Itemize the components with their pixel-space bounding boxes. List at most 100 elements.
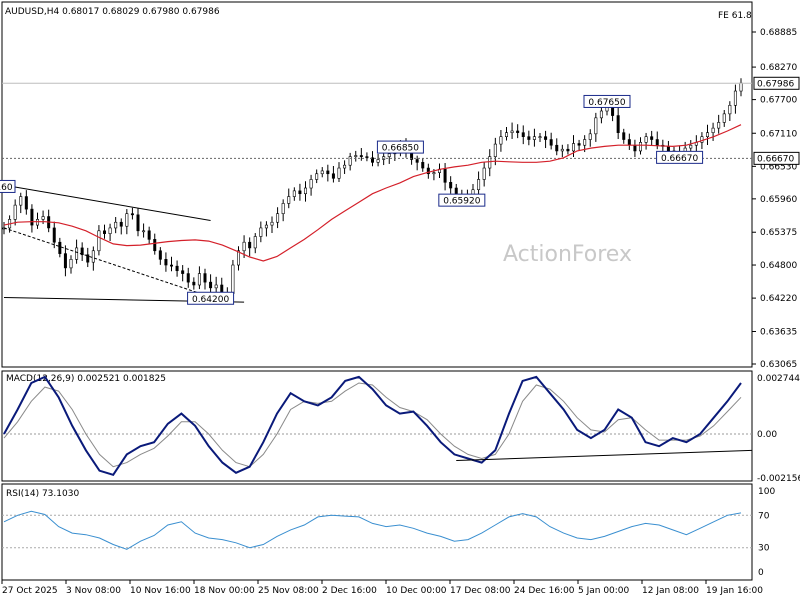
candle: [622, 132, 626, 140]
candle: [521, 132, 525, 137]
level-label: 0.64200: [187, 291, 235, 305]
x-axis-label: 10 Dec 00:00: [386, 586, 447, 596]
candle: [75, 247, 79, 260]
candle: [493, 143, 497, 157]
candle: [638, 142, 642, 152]
candle: [231, 264, 235, 294]
candle: [510, 130, 514, 133]
candle: [516, 130, 520, 133]
candle: [192, 281, 196, 286]
rsi-tick-label: 100: [758, 487, 775, 497]
rsi-tick-label: 30: [758, 544, 770, 554]
candle: [705, 132, 709, 137]
candle: [175, 265, 179, 272]
price-tick-label: 0.64220: [760, 294, 797, 304]
price-badge-text: 0.67986: [757, 79, 794, 89]
level-label-text: 0.67650: [588, 98, 625, 108]
candle: [91, 250, 95, 263]
candle: [348, 156, 352, 166]
candle: [577, 143, 581, 146]
candle: [259, 227, 263, 237]
candle: [24, 196, 28, 210]
candle: [197, 273, 201, 286]
x-axis-label: 19 Jan 16:00: [706, 586, 763, 596]
candle: [354, 155, 358, 157]
candle: [532, 136, 536, 140]
level-label: 0.66670: [656, 150, 704, 164]
candle: [303, 187, 307, 195]
candle: [337, 167, 341, 179]
rsi-title: RSI(14) 73.1030: [6, 489, 79, 499]
candle: [209, 281, 213, 289]
candle: [186, 273, 190, 283]
rsi-tick-label: 70: [758, 511, 770, 521]
candle: [711, 127, 715, 133]
candle: [689, 144, 693, 149]
price-tick-label: 0.67700: [760, 96, 797, 106]
price-tick-label: 0.68885: [760, 28, 797, 38]
candle: [292, 190, 296, 197]
candle: [443, 168, 447, 183]
candle: [499, 136, 503, 145]
price-tick-label: 0.64800: [760, 261, 797, 271]
candle: [270, 221, 274, 226]
candle: [666, 146, 670, 152]
candle: [728, 105, 732, 115]
price-overlays: 0.67650 0.66850 0.65920 0.64200 0.66670 160: [0, 82, 752, 305]
candle: [103, 230, 107, 234]
candle: [119, 221, 123, 227]
x-axis-labels: 27 Oct 2025 3 Nov 08:00 10 Nov 16:00 18 Nov…: [1, 580, 763, 596]
price-tick-label: 0.63065: [760, 360, 797, 370]
candle: [13, 204, 17, 220]
price-badge-text: 0.66670: [757, 154, 794, 164]
candle: [549, 139, 553, 146]
candle: [560, 148, 564, 152]
candle: [717, 122, 721, 129]
candle: [287, 196, 291, 204]
candle: [627, 139, 631, 146]
watermark: ActionForex: [503, 242, 632, 267]
candle: [594, 117, 598, 135]
x-axis-label: 25 Nov 08:00: [258, 586, 319, 596]
level-label-text: 0.64200: [192, 295, 229, 305]
level-label: 0.65920: [438, 193, 486, 207]
candle: [599, 110, 603, 119]
candle: [52, 227, 56, 243]
candle: [700, 136, 704, 143]
candle: [421, 162, 425, 169]
level-label: 0.66850: [376, 140, 424, 154]
candle: [142, 230, 146, 233]
price-badge: [753, 76, 800, 90]
macd-signal-line: [3, 382, 742, 468]
candle: [616, 115, 620, 133]
price-tick-label: 0.67110: [760, 129, 797, 139]
axis-ticks: 0.68885 0.68270 0.67700 0.67110 0.66530 0.659…: [752, 28, 800, 370]
moving-average-line: [3, 124, 742, 262]
candle: [426, 167, 430, 175]
x-axis-label: 10 Nov 16:00: [130, 586, 191, 596]
candle: [387, 153, 391, 157]
macd-tick-label: 0.00: [757, 430, 777, 440]
candle: [136, 214, 140, 232]
candle: [315, 173, 319, 180]
x-axis-label: 27 Oct 2025: [2, 586, 58, 596]
candle: [63, 253, 67, 269]
candle: [432, 172, 436, 175]
candle: [370, 157, 374, 163]
candle: [181, 270, 185, 274]
candle: [331, 173, 335, 179]
macd-tick-label: 0.002744: [757, 374, 800, 384]
candle: [158, 250, 162, 260]
candle: [477, 179, 481, 191]
x-axis-label: 18 Nov 00:00: [194, 586, 255, 596]
x-axis-label: 12 Jan 08:00: [642, 586, 699, 596]
x-axis-label: 5 Jan 00:00: [578, 586, 630, 596]
candle: [571, 143, 575, 152]
candle: [655, 139, 659, 146]
candle: [739, 82, 743, 92]
candle: [108, 227, 112, 234]
candle: [130, 213, 134, 216]
price-tick-label: 0.68270: [760, 63, 797, 73]
candle: [248, 241, 252, 249]
candle: [253, 236, 257, 249]
